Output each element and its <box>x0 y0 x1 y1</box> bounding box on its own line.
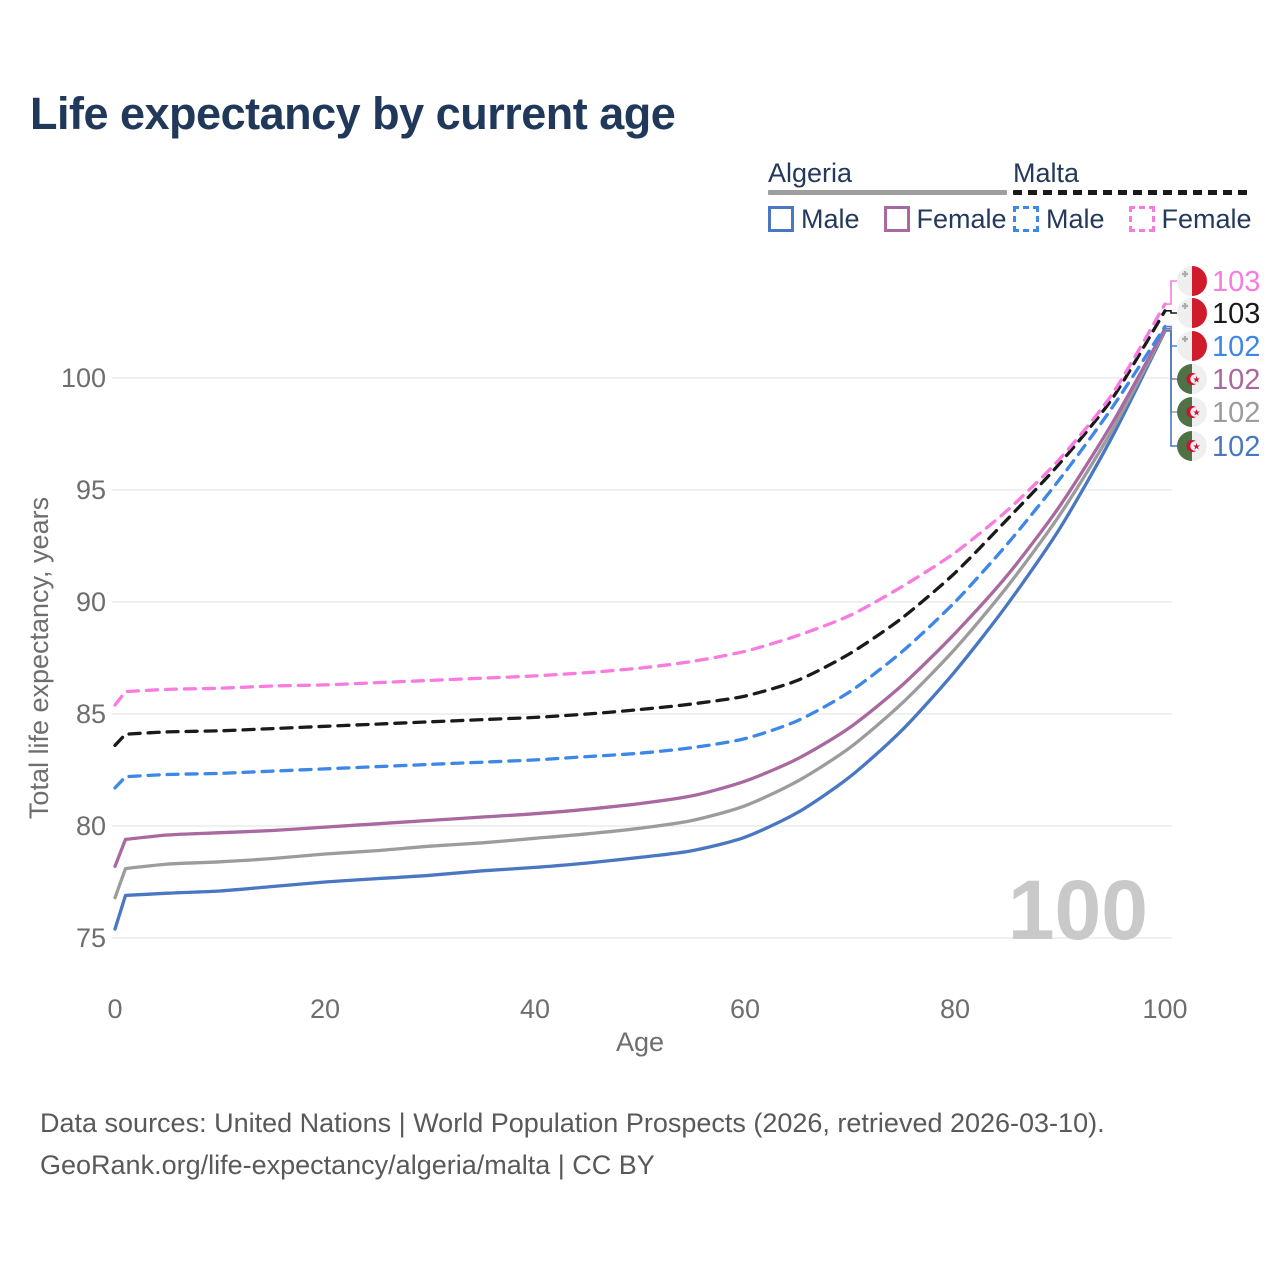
end-label-malta-female: 103 <box>1212 266 1260 298</box>
legend-item-label: Female <box>916 204 1007 234</box>
y-tick-80: 80 <box>76 811 106 841</box>
legend-swatch-algeria-male <box>768 206 794 232</box>
x-tick-20: 20 <box>310 994 340 1024</box>
legend-item-label: Male <box>1046 204 1105 234</box>
y-tick-90: 90 <box>76 587 106 617</box>
flag-malta-icon <box>1177 298 1207 328</box>
legend-country-algeria[interactable]: Algeria <box>768 158 1007 195</box>
flag-algeria-icon: ★ <box>1177 431 1207 461</box>
flag-malta-icon <box>1177 266 1207 296</box>
end-label-algeria-female: 102 <box>1212 364 1260 396</box>
y-axis-label: Total life expectancy, years <box>24 497 54 819</box>
x-tick-40: 40 <box>520 994 550 1024</box>
legend-item-malta-female[interactable]: Female <box>1128 204 1252 234</box>
legend-linestyle-solid <box>768 190 1007 195</box>
legend-item-algeria-male[interactable]: Male <box>768 204 860 234</box>
svg-text:★: ★ <box>1193 441 1201 451</box>
end-label-malta-both: 103 <box>1212 298 1260 330</box>
line-algeria-both[interactable] <box>113 328 1167 900</box>
y-tick-95: 95 <box>76 475 106 505</box>
x-axis-label: Age <box>616 1027 664 1057</box>
leader-line-malta-female <box>1166 280 1177 305</box>
page-title: Life expectancy by current age <box>30 88 676 139</box>
legend-item-malta-male[interactable]: Male <box>1013 204 1105 234</box>
line-algeria-female[interactable] <box>113 327 1167 868</box>
leader-line-algeria-male <box>1166 330 1177 447</box>
legend-swatch-malta-male <box>1013 206 1039 232</box>
flag-malta-icon <box>1177 331 1207 361</box>
footer-data-sources: Data sources: United Nations | World Pop… <box>40 1108 1105 1138</box>
svg-text:★: ★ <box>1193 407 1201 417</box>
y-tick-100: 100 <box>61 363 106 393</box>
y-tick-75: 75 <box>76 923 106 953</box>
flag-algeria-icon: ★ <box>1177 364 1207 394</box>
legend-swatch-malta-female <box>1128 206 1155 232</box>
end-label-algeria-both: 102 <box>1212 397 1260 429</box>
x-tick-100: 100 <box>1142 994 1187 1024</box>
x-tick-0: 0 <box>107 994 122 1024</box>
line-malta-both[interactable] <box>113 309 1167 748</box>
legend-country-malta[interactable]: Malta <box>1013 158 1252 195</box>
line-algeria-male[interactable] <box>113 329 1167 931</box>
legend-item-label: Female <box>1161 204 1252 234</box>
legend-linestyle-dashed <box>1013 190 1252 195</box>
svg-text:★: ★ <box>1193 374 1201 384</box>
line-malta-male[interactable] <box>113 324 1167 790</box>
legend-item-label: Male <box>801 204 860 234</box>
end-label-malta-male: 102 <box>1212 331 1260 363</box>
x-tick-60: 60 <box>730 994 760 1024</box>
footer: Data sources: United Nations | World Pop… <box>40 1102 1105 1186</box>
current-age-watermark: 100 <box>1007 863 1148 957</box>
legend-group-algeria: Algeria Male Female <box>768 158 1007 234</box>
legend-swatch-algeria-female <box>883 206 910 232</box>
legend-item-algeria-female[interactable]: Female <box>883 204 1007 234</box>
legend-group-malta: Malta Male Female <box>1013 158 1252 234</box>
end-label-algeria-male: 102 <box>1212 431 1260 463</box>
x-tick-80: 80 <box>940 994 970 1024</box>
y-tick-85: 85 <box>76 699 106 729</box>
flag-algeria-icon: ★ <box>1177 397 1207 427</box>
footer-attribution: GeoRank.org/life-expectancy/algeria/malt… <box>40 1150 655 1180</box>
legend-country-label: Malta <box>1013 158 1080 188</box>
legend-country-label: Algeria <box>768 158 853 188</box>
leader-line-malta-both <box>1166 310 1177 314</box>
line-malta-female[interactable] <box>113 302 1167 707</box>
legend: Algeria Male Female Malta Male Female <box>0 158 1280 248</box>
